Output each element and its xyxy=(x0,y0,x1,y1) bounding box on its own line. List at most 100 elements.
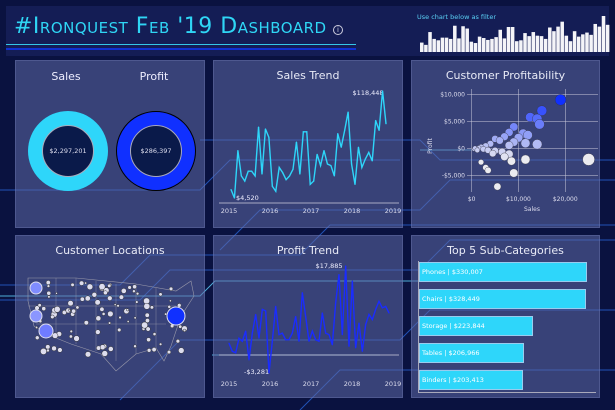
location-bubble[interactable] xyxy=(79,296,85,302)
location-bubble[interactable] xyxy=(126,308,129,312)
location-bubble[interactable] xyxy=(68,308,71,312)
bar-tables[interactable]: Tables | $206,966 xyxy=(419,343,525,363)
location-bubble[interactable] xyxy=(159,342,163,346)
location-bubble[interactable] xyxy=(46,348,50,353)
location-bubble[interactable] xyxy=(145,318,150,323)
location-bubble[interactable] xyxy=(169,299,172,303)
location-bubble[interactable] xyxy=(107,310,114,318)
location-bubble[interactable] xyxy=(168,286,174,292)
location-bubble[interactable] xyxy=(51,345,57,352)
location-bubble[interactable] xyxy=(175,339,181,344)
location-bubble[interactable] xyxy=(133,344,137,348)
location-bubble[interactable] xyxy=(151,347,157,353)
location-bubble[interactable] xyxy=(158,292,163,297)
location-bubble[interactable] xyxy=(40,348,47,355)
location-bubble[interactable] xyxy=(53,306,61,313)
location-bubble[interactable] xyxy=(113,303,117,306)
location-bubble[interactable] xyxy=(95,329,101,335)
location-bubble[interactable] xyxy=(101,350,108,357)
location-bubble[interactable] xyxy=(84,281,87,285)
location-bubble[interactable] xyxy=(167,305,172,309)
location-bubble[interactable] xyxy=(84,351,92,358)
bar-phones[interactable]: Phones | $330,007 xyxy=(419,262,587,282)
us-map[interactable] xyxy=(16,236,206,399)
location-bubble[interactable] xyxy=(118,315,122,320)
location-bubble[interactable] xyxy=(35,326,39,329)
location-bubble[interactable] xyxy=(126,320,130,323)
location-bubble[interactable] xyxy=(79,280,85,286)
location-bubble[interactable] xyxy=(178,347,185,354)
location-bubble[interactable] xyxy=(132,284,137,290)
location-bubble[interactable] xyxy=(99,306,105,312)
location-bubble[interactable] xyxy=(46,284,51,288)
location-bubble[interactable] xyxy=(71,308,76,314)
location-bubble[interactable] xyxy=(45,344,51,350)
seattle-bubble[interactable] xyxy=(29,281,43,295)
location-bubble[interactable] xyxy=(57,347,63,353)
location-bubble[interactable] xyxy=(127,285,132,290)
location-bubble[interactable] xyxy=(69,329,73,333)
location-bubble[interactable] xyxy=(164,312,168,316)
profit-trend-chart[interactable]: $17,885 -$3,281 2015 2016 2017 2018 2019 xyxy=(214,236,404,399)
location-bubble[interactable] xyxy=(108,321,112,325)
location-bubble[interactable] xyxy=(103,290,108,296)
location-bubble[interactable] xyxy=(94,299,101,306)
location-bubble[interactable] xyxy=(141,321,148,329)
location-bubble[interactable] xyxy=(45,280,51,286)
location-bubble[interactable] xyxy=(118,294,124,300)
location-bubble[interactable] xyxy=(96,345,102,351)
location-bubble[interactable] xyxy=(91,292,98,298)
location-bubble[interactable] xyxy=(55,292,58,295)
sales-donut[interactable]: $2,297,201 xyxy=(28,111,108,191)
location-bubble[interactable] xyxy=(152,332,157,336)
bar-binders[interactable]: Binders | $203,413 xyxy=(419,370,523,390)
location-bubble[interactable] xyxy=(83,320,89,326)
location-bubble[interactable] xyxy=(135,291,140,296)
location-bubble[interactable] xyxy=(98,283,106,291)
location-bubble[interactable] xyxy=(178,324,183,329)
location-bubble[interactable] xyxy=(107,295,113,301)
customer-profitability-chart[interactable]: $0 $10,000 $20,000 $10,000 $5,000 $0 -$5,000 Sa… xyxy=(412,61,601,229)
location-bubble[interactable] xyxy=(50,314,55,320)
location-bubble[interactable] xyxy=(149,305,154,310)
location-bubble[interactable] xyxy=(144,312,150,318)
location-bubble[interactable] xyxy=(146,348,152,353)
san-francisco-bubble[interactable] xyxy=(29,309,43,323)
location-bubble[interactable] xyxy=(51,332,59,339)
location-bubble[interactable] xyxy=(70,282,75,287)
location-bubble[interactable] xyxy=(84,295,91,302)
location-bubble[interactable] xyxy=(69,334,73,339)
location-bubble[interactable] xyxy=(75,305,80,310)
info-icon[interactable]: i xyxy=(333,25,343,35)
los-angeles-bubble[interactable] xyxy=(38,323,54,339)
location-bubble[interactable] xyxy=(67,300,74,307)
location-bubble[interactable] xyxy=(146,337,151,343)
location-bubble[interactable] xyxy=(95,315,102,322)
location-bubble[interactable] xyxy=(143,303,151,310)
location-bubble[interactable] xyxy=(108,346,114,352)
location-bubble[interactable] xyxy=(35,335,40,340)
location-bubble[interactable] xyxy=(86,283,94,290)
location-bubble[interactable] xyxy=(117,327,122,333)
location-bubble[interactable] xyxy=(116,304,120,308)
location-bubble[interactable] xyxy=(121,288,127,294)
location-bubble[interactable] xyxy=(133,316,137,320)
location-bubble[interactable] xyxy=(73,335,80,342)
new-york-bubble[interactable] xyxy=(166,306,186,326)
sales-trend-chart[interactable]: $118,448 $4,520 2015 2016 2017 2018 2019 xyxy=(214,61,404,229)
location-bubble[interactable] xyxy=(101,312,106,316)
date-filter-chart[interactable] xyxy=(420,14,610,52)
location-bubble[interactable] xyxy=(135,300,139,304)
location-bubble[interactable] xyxy=(46,290,52,296)
bar-chairs[interactable]: Chairs | $328,449 xyxy=(419,289,587,309)
location-bubble[interactable] xyxy=(41,306,47,311)
location-bubble[interactable] xyxy=(145,326,151,332)
profit-donut[interactable]: $286,397 xyxy=(116,111,196,191)
location-bubble[interactable] xyxy=(166,350,172,355)
location-bubble[interactable] xyxy=(132,289,136,293)
bar-storage[interactable]: Storage | $223,844 xyxy=(419,316,533,336)
location-bubble[interactable] xyxy=(47,295,51,299)
customer-location-bubbles[interactable] xyxy=(33,280,188,358)
location-bubble[interactable] xyxy=(182,328,187,333)
location-bubble[interactable] xyxy=(107,283,112,288)
